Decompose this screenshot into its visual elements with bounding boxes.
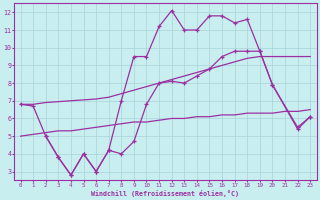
- X-axis label: Windchill (Refroidissement éolien,°C): Windchill (Refroidissement éolien,°C): [92, 190, 239, 197]
